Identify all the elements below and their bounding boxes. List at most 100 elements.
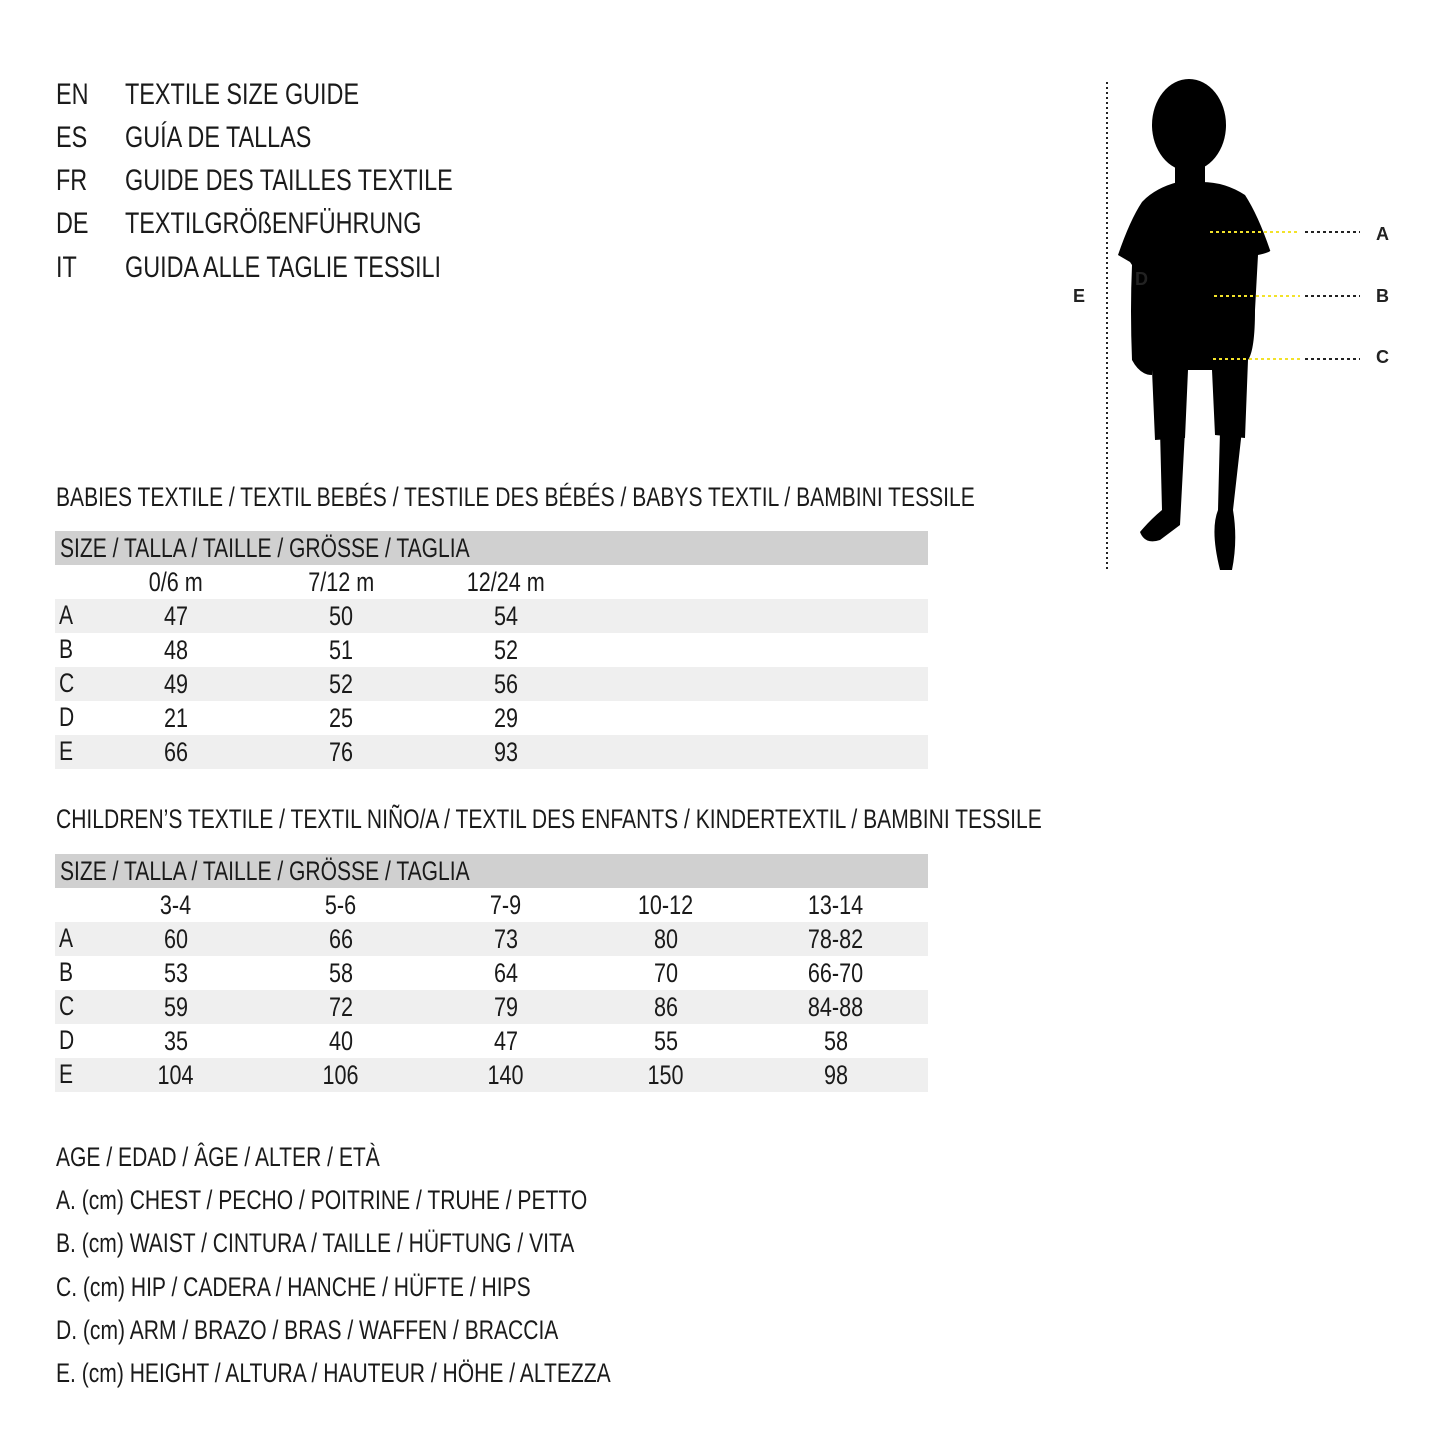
column-header: 5-6 bbox=[325, 890, 357, 920]
table-header-text: SIZE / TALLA / TAILLE / GRÖSSE / TAGLIA bbox=[60, 533, 470, 563]
row-label: A bbox=[59, 923, 74, 953]
table-cell: 66 bbox=[328, 924, 354, 954]
row-label: B bbox=[59, 634, 74, 664]
row-label: D bbox=[59, 702, 75, 732]
table-cell: 150 bbox=[647, 1060, 685, 1090]
lang-code-it: IT bbox=[56, 251, 77, 284]
row-label: D bbox=[59, 1025, 75, 1055]
table-cell: 104 bbox=[157, 1060, 195, 1090]
table-cell: 29 bbox=[493, 703, 519, 733]
table-cell: 60 bbox=[163, 924, 189, 954]
table-cell: 70 bbox=[653, 958, 679, 988]
table-cell: 93 bbox=[493, 737, 519, 767]
table-cell: 50 bbox=[328, 601, 354, 631]
table-header-bar: SIZE / TALLA / TAILLE / GRÖSSE / TAGLIA bbox=[55, 531, 928, 565]
lang-code-en: EN bbox=[56, 78, 89, 111]
table-row: D 35 40 47 55 58 bbox=[55, 1024, 928, 1058]
table-cell: 47 bbox=[493, 1026, 519, 1056]
table-column-headers: 3-4 5-6 7-9 10-12 13-14 bbox=[55, 888, 928, 922]
child-silhouette-icon bbox=[1118, 79, 1271, 570]
table-cell: 72 bbox=[328, 992, 354, 1022]
column-header: 3-4 bbox=[160, 890, 192, 920]
label-c: C bbox=[1376, 347, 1389, 367]
children-size-table: SIZE / TALLA / TAILLE / GRÖSSE / TAGLIA … bbox=[55, 854, 928, 1092]
label-e: E bbox=[1073, 286, 1085, 306]
label-d: D bbox=[1135, 269, 1148, 289]
title-en: TEXTILE SIZE GUIDE bbox=[125, 78, 360, 111]
row-label: B bbox=[59, 957, 74, 987]
table-cell: 76 bbox=[328, 737, 354, 767]
table-row: E 104 106 140 150 98 bbox=[55, 1058, 928, 1092]
table-cell: 47 bbox=[163, 601, 189, 631]
table-cell: 40 bbox=[328, 1026, 354, 1056]
table-cell: 66-70 bbox=[808, 958, 864, 988]
label-a: A bbox=[1376, 224, 1389, 244]
table-row: A 47 50 54 bbox=[55, 599, 928, 633]
legend-age: AGE / EDAD / ÂGE / ALTER / ETÀ bbox=[56, 1142, 380, 1172]
lang-code-es: ES bbox=[56, 121, 88, 154]
table-header-text: SIZE / TALLA / TAILLE / GRÖSSE / TAGLIA bbox=[60, 856, 470, 886]
column-header: 7/12 m bbox=[307, 567, 375, 597]
babies-size-table: SIZE / TALLA / TAILLE / GRÖSSE / TAGLIA … bbox=[55, 531, 928, 769]
table-cell: 79 bbox=[493, 992, 519, 1022]
table-cell: 52 bbox=[328, 669, 354, 699]
table-row: C 49 52 56 bbox=[55, 667, 928, 701]
table-row: C 59 72 79 86 84-88 bbox=[55, 990, 928, 1024]
title-fr: GUIDE DES TAILLES TEXTILE bbox=[125, 164, 453, 197]
legend-hip: C. (cm) HIP / CADERA / HANCHE / HÜFTE / … bbox=[56, 1272, 531, 1302]
table-cell: 64 bbox=[493, 958, 519, 988]
table-cell: 84-88 bbox=[808, 992, 864, 1022]
table-cell: 35 bbox=[163, 1026, 189, 1056]
title-es: GUÍA DE TALLAS bbox=[125, 121, 312, 154]
row-label: E bbox=[59, 736, 74, 766]
column-header: 7-9 bbox=[490, 890, 522, 920]
table-cell: 86 bbox=[653, 992, 679, 1022]
lang-code-de: DE bbox=[56, 207, 89, 240]
child-silhouette-figure: E D A B C bbox=[1073, 79, 1389, 570]
row-label: C bbox=[59, 668, 75, 698]
table-cell: 52 bbox=[493, 635, 519, 665]
table-cell: 80 bbox=[653, 924, 679, 954]
legend-height: E. (cm) HEIGHT / ALTURA / HAUTEUR / HÖHE… bbox=[56, 1358, 611, 1388]
table-cell: 49 bbox=[163, 669, 189, 699]
row-label: E bbox=[59, 1059, 74, 1089]
legend-waist: B. (cm) WAIST / CINTURA / TAILLE / HÜFTU… bbox=[56, 1228, 575, 1258]
table-cell: 48 bbox=[163, 635, 189, 665]
title-de: TEXTILGRÖßENFÜHRUNG bbox=[125, 207, 422, 240]
column-header: 10-12 bbox=[638, 890, 694, 920]
table-cell: 21 bbox=[163, 703, 189, 733]
table-cell: 25 bbox=[328, 703, 354, 733]
table-cell: 58 bbox=[823, 1026, 849, 1056]
row-label: A bbox=[59, 600, 74, 630]
table-row: D 21 25 29 bbox=[55, 701, 928, 735]
table-cell: 55 bbox=[653, 1026, 679, 1056]
babies-section-title: BABIES TEXTILE / TEXTIL BEBÉS / TESTILE … bbox=[56, 482, 975, 512]
table-cell: 51 bbox=[328, 635, 354, 665]
column-header: 13-14 bbox=[808, 890, 864, 920]
title-it: GUIDA ALLE TAGLIE TESSILI bbox=[125, 251, 442, 284]
table-cell: 53 bbox=[163, 958, 189, 988]
label-b: B bbox=[1376, 286, 1389, 306]
table-row: A 60 66 73 80 78-82 bbox=[55, 922, 928, 956]
table-cell: 66 bbox=[163, 737, 189, 767]
measure-lines bbox=[1210, 231, 1360, 360]
column-header: 0/6 m bbox=[148, 567, 204, 597]
table-cell: 140 bbox=[487, 1060, 525, 1090]
column-header: 12/24 m bbox=[466, 567, 546, 597]
table-cell: 59 bbox=[163, 992, 189, 1022]
table-row: B 48 51 52 bbox=[55, 633, 928, 667]
table-cell: 54 bbox=[493, 601, 519, 631]
table-cell: 106 bbox=[322, 1060, 360, 1090]
table-cell: 78-82 bbox=[808, 924, 864, 954]
table-column-headers: 0/6 m 7/12 m 12/24 m bbox=[55, 565, 928, 599]
table-cell: 56 bbox=[493, 669, 519, 699]
table-header-bar: SIZE / TALLA / TAILLE / GRÖSSE / TAGLIA bbox=[55, 854, 928, 888]
row-label: C bbox=[59, 991, 75, 1021]
legend-chest: A. (cm) CHEST / PECHO / POITRINE / TRUHE… bbox=[56, 1185, 588, 1215]
table-cell: 58 bbox=[328, 958, 354, 988]
table-cell: 98 bbox=[823, 1060, 849, 1090]
table-row: B 53 58 64 70 66-70 bbox=[55, 956, 928, 990]
legend-arm: D. (cm) ARM / BRAZO / BRAS / WAFFEN / BR… bbox=[56, 1315, 559, 1345]
table-row: E 66 76 93 bbox=[55, 735, 928, 769]
lang-code-fr: FR bbox=[56, 164, 88, 197]
